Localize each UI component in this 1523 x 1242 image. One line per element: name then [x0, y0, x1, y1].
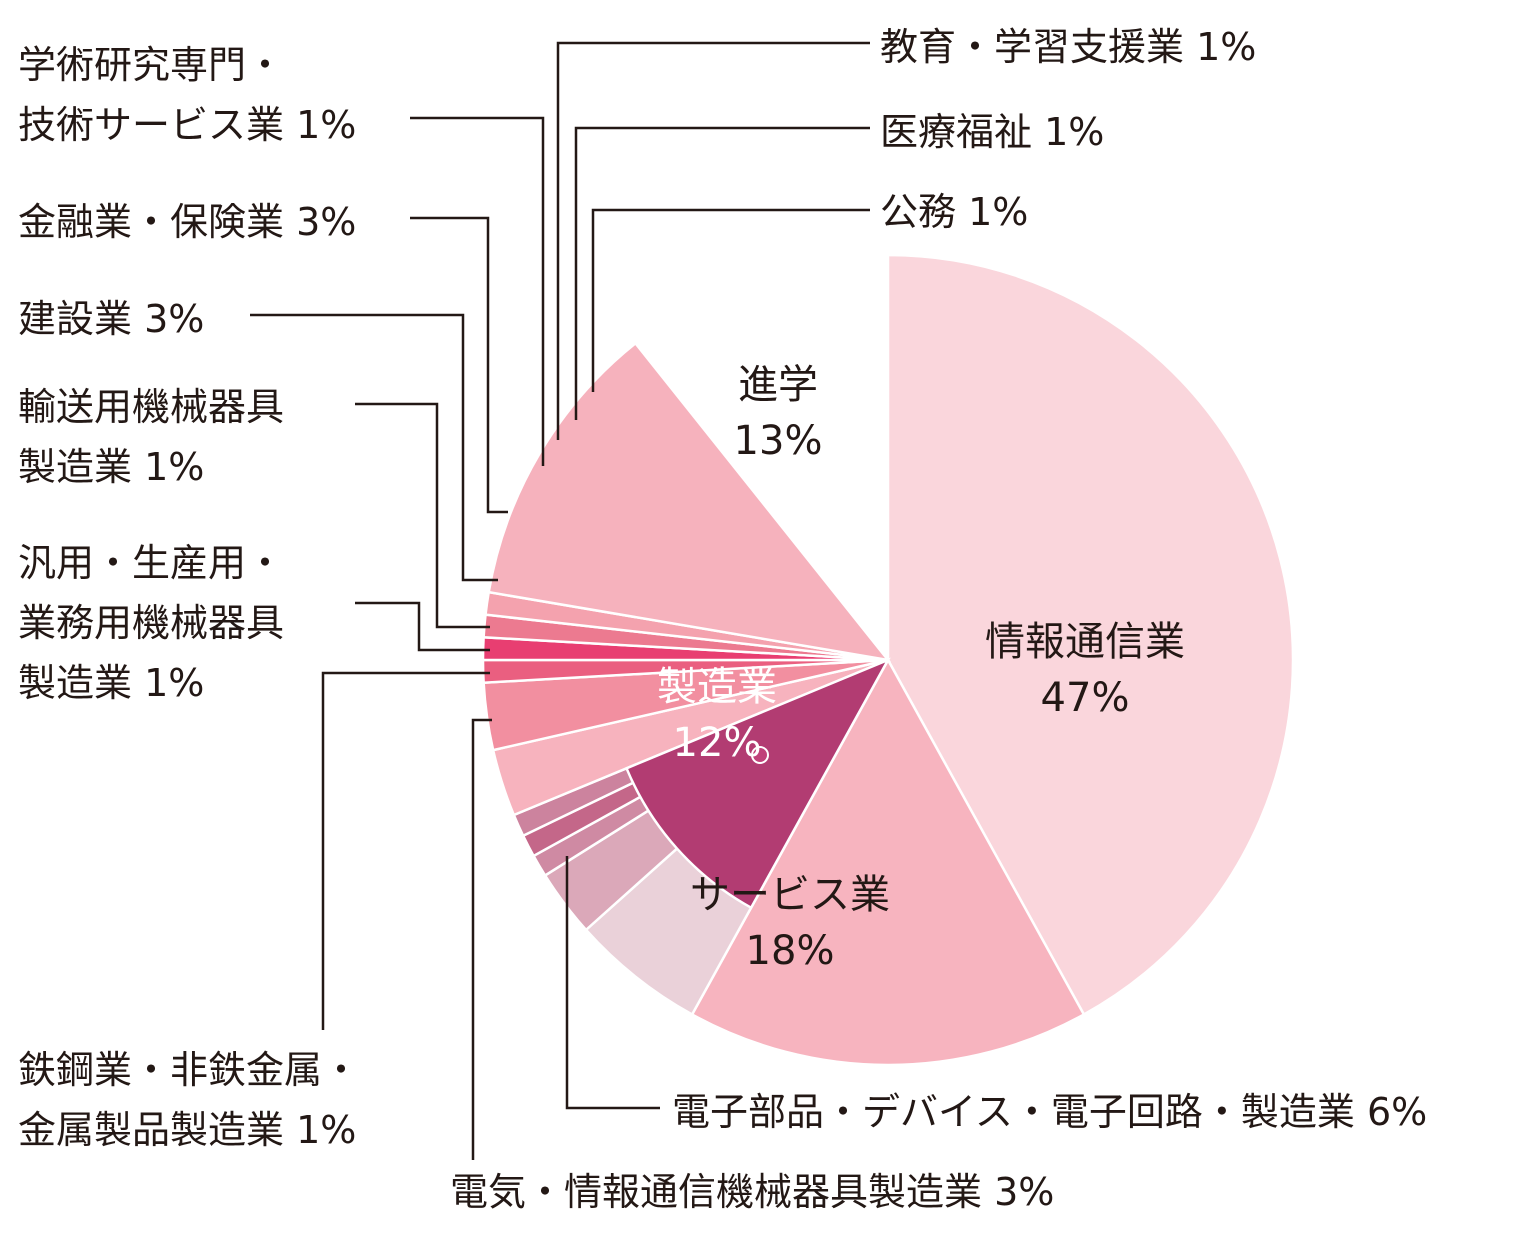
label-輸送用機械器具製造業: 輸送用機械器具製造業 1%: [18, 385, 284, 489]
label-サービス業: サービス業 18%: [690, 872, 890, 974]
leader-lines: [250, 41, 870, 1160]
slice-製造業: [624, 657, 891, 910]
label-公務-leader: [591, 208, 870, 392]
slice-labels: 情報通信業 47% サービス業 18% 製造業 12% 進学 13% 教育・学習支援業 1% 医療…: [18, 25, 1427, 1214]
label-教育学習支援業-leader: [556, 41, 870, 440]
slice-サービス業: [690, 657, 1086, 1067]
wedge-marker-dot: [751, 746, 769, 764]
label-電気情報通信機械器具製造業-leader: [471, 718, 492, 1160]
label-建設業-leader: [250, 313, 498, 582]
label-医療福祉-leader: [574, 126, 870, 420]
label-輸送用機械器具製造業-leader: [355, 402, 490, 629]
label-製造業: 製造業 12%: [657, 664, 777, 766]
label-教育学習支援業: 教育・学習支援業 1%: [880, 25, 1256, 69]
slice-情報通信業: [886, 253, 1295, 1017]
slice-進学: [487, 341, 892, 662]
label-建設業: 建設業 3%: [18, 297, 204, 341]
label-電子部品デバイス電子回路製造業-leader: [565, 856, 660, 1110]
label-鉄鋼業非鉄金属金属製品製造業-leader: [321, 671, 490, 1030]
label-金融業保険業: 金融業・保険業 3%: [18, 200, 356, 244]
label-電子部品デバイス電子回路製造業: 電子部品・デバイス・電子回路・製造業 6%: [672, 1090, 1427, 1134]
label-金融業保険業-leader: [410, 216, 508, 514]
label-情報通信業: 情報通信業 47%: [985, 619, 1185, 721]
label-学術研究専門技術サービス業: 学術研究専門・技術サービス業 1%: [18, 43, 356, 147]
label-汎用生産用業務用機械器具製造業-leader: [355, 601, 490, 652]
label-医療福祉: 医療福祉 1%: [880, 110, 1104, 154]
label-鉄鋼業非鉄金属金属製品製造業: 鉄鋼業・非鉄金属・金属製品製造業 1%: [18, 1048, 360, 1152]
label-汎用生産用業務用機械器具製造業: 汎用・生産用・業務用機械器具製造業 1%: [18, 541, 284, 705]
pie-slices: [481, 253, 1295, 1067]
label-学術研究専門技術サービス業-leader: [410, 116, 545, 466]
label-進学: 進学 13%: [734, 362, 823, 464]
label-電気情報通信機械器具製造業: 電気・情報通信機械器具製造業 3%: [450, 1170, 1054, 1214]
label-公務: 公務 1%: [880, 190, 1028, 234]
